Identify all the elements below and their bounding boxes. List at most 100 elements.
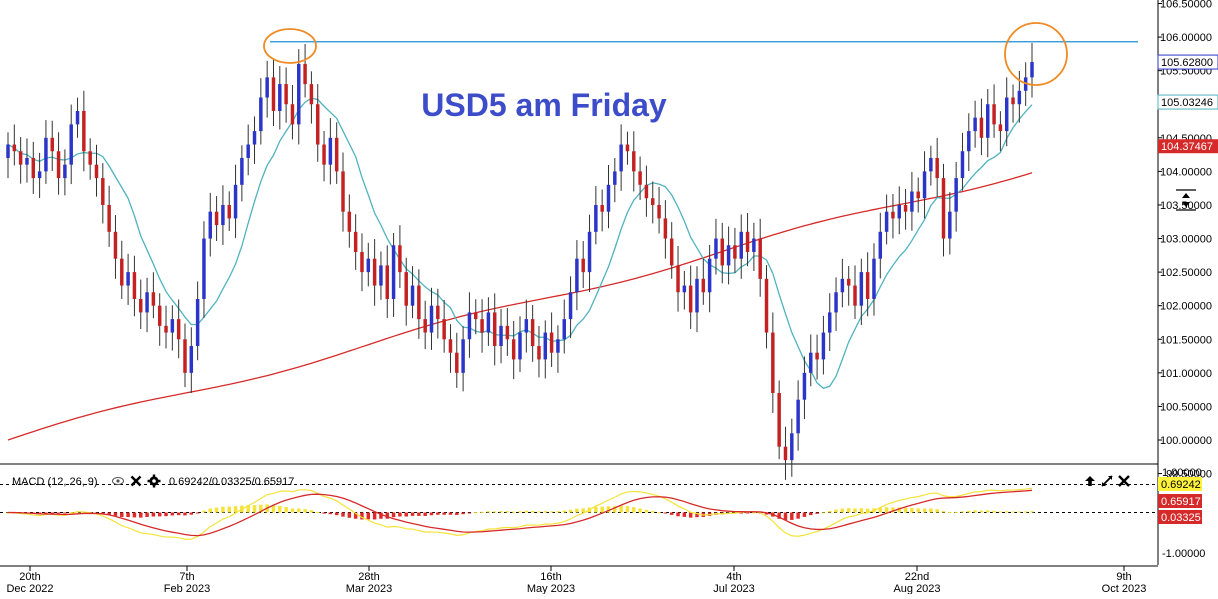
candlestick [986,89,990,158]
candle-body [120,258,124,286]
candlestick [562,299,566,354]
candle-body [663,218,668,239]
price-tick-label: 103.00000 [1160,234,1212,246]
date-tick-month: Aug 2023 [893,583,940,594]
candlestick [954,161,958,232]
macd-histogram-bar [739,512,743,514]
macd-histogram-bar [543,511,548,513]
candlestick [107,185,111,247]
candle-body [391,245,396,299]
candle-body [12,144,17,152]
macd-histogram-bar [113,512,118,516]
macd-histogram-bar [233,506,238,513]
candle-body [587,231,592,273]
macd-histogram-bar [404,512,408,517]
candlestick [840,258,845,308]
candle-body [739,231,743,259]
macd-histogram-bar [499,511,503,513]
candlestick [455,332,459,388]
panel-close-icon[interactable] [1118,475,1130,487]
candle-body [771,332,775,393]
candle-body [758,238,762,279]
candle-body [442,319,446,340]
macd-visibility-icon[interactable] [112,477,124,485]
candlestick [587,214,592,293]
candle-body [410,285,415,306]
macd-settings-gear-icon[interactable] [147,474,161,488]
candlestick [233,164,238,239]
candle-body [878,231,883,259]
candlestick [739,214,743,279]
candlestick [568,276,573,339]
macd-histogram-bar [341,512,345,517]
macd-histogram-bar [865,508,870,513]
macd-value-box [1158,510,1202,524]
candlestick [82,90,86,172]
macd-histogram-bar [505,511,510,513]
candle-body [556,339,560,353]
candlestick [1011,84,1015,123]
candle-body [903,204,908,212]
candlestick [644,165,649,217]
macd-histogram-bar [979,510,984,513]
macd-histogram-bar [227,506,231,513]
macd-histogram-bar [322,512,326,514]
candlestick [145,277,149,333]
candlestick [669,222,674,279]
candlestick [802,356,807,420]
candlestick [897,186,901,235]
candlestick [271,59,276,127]
candlestick [676,246,680,312]
main-plot-area [0,0,1159,567]
candlestick [872,243,876,316]
candle-body [398,245,402,273]
panel-move-up-icon[interactable] [1085,476,1095,486]
candlestick [69,104,73,185]
candlestick [18,137,23,184]
candlestick [284,67,288,123]
macd-histogram-bar [537,511,541,513]
macd-histogram-bar [986,510,990,513]
candle-body [18,151,23,165]
candlestick [884,194,889,245]
candlestick [37,152,42,199]
candle-body [606,184,611,212]
macd-histogram-bar [992,510,996,513]
macd-histogram-bar [1030,511,1034,513]
date-tick-month: Mar 2023 [346,583,392,594]
candle-body [733,245,737,259]
candlestick [75,97,80,138]
candle-body [467,312,472,340]
candle-body [524,319,529,333]
candle-body [385,265,389,299]
candlestick [619,124,623,191]
macd-histogram-bar [657,512,661,514]
candle-body [613,171,617,185]
macd-close-icon[interactable] [130,475,142,487]
macd-histogram-bar [897,507,901,513]
candlestick [651,181,655,224]
macd-histogram-bar [417,512,421,516]
candlestick [347,194,352,248]
candlestick [297,49,301,145]
macd-histogram-bar [821,512,826,514]
macd-histogram-bar [840,508,845,513]
candle-body [334,137,339,172]
candlestick [777,380,781,460]
scale-adjust-icon[interactable] [1176,189,1196,211]
macd-histogram-bar [284,506,288,513]
candlestick [278,65,282,130]
candle-body [979,117,984,138]
candlestick [783,426,788,480]
candle-body [170,319,175,333]
date-tick-month: Oct 2023 [1102,583,1147,594]
candle-body [461,339,465,373]
candle-body [448,339,453,353]
macd-histogram-bar [37,512,42,514]
candlestick [752,222,756,271]
candlestick [423,300,427,350]
macd-histogram-bar [429,512,434,516]
panel-maximize-icon[interactable] [1101,475,1113,487]
candle-body [56,151,61,179]
